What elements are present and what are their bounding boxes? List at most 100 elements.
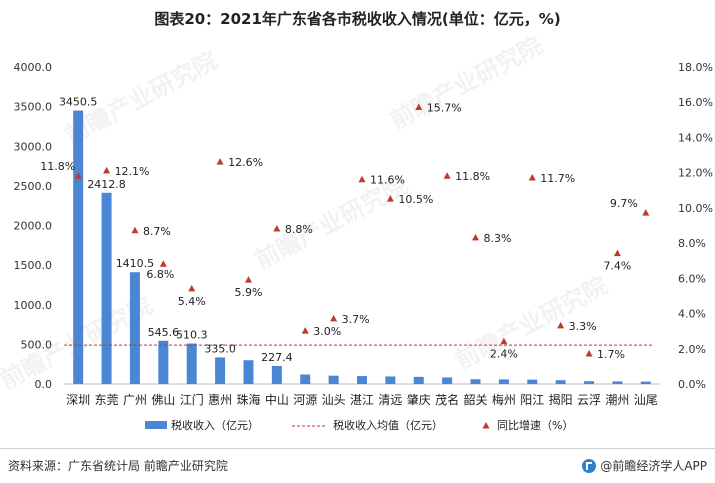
bar — [584, 381, 595, 384]
y-right-tick-label: 14.0% — [678, 131, 713, 144]
growth-value-label: 2.4% — [490, 348, 518, 361]
y-left-tick-label: 3500.0 — [14, 101, 53, 114]
bar — [328, 375, 339, 384]
y-left-tick-label: 3000.0 — [14, 140, 53, 153]
bar — [612, 381, 623, 384]
bar-value-label: 335.0 — [204, 342, 236, 355]
bar-value-label: 3450.5 — [59, 96, 98, 109]
growth-value-label: 8.8% — [285, 223, 313, 236]
category-label: 云浮 — [577, 393, 601, 407]
category-label: 东莞 — [95, 393, 119, 407]
y-right-tick-label: 12.0% — [678, 167, 713, 180]
bar — [442, 377, 453, 384]
legend-label: 税收收入均值（亿元） — [333, 418, 443, 432]
growth-value-label: 11.7% — [540, 172, 575, 185]
growth-value-label: 12.1% — [115, 165, 150, 178]
growth-marker — [159, 260, 167, 267]
category-label: 惠州 — [208, 393, 232, 407]
y-right-tick-label: 8.0% — [678, 237, 706, 250]
legend-swatch-bar — [145, 421, 167, 429]
growth-value-label: 5.4% — [178, 295, 206, 308]
y-right-tick-label: 6.0% — [678, 272, 706, 285]
brand-logo-icon — [582, 458, 597, 473]
category-label: 深圳 — [66, 393, 90, 407]
y-left-tick-label: 500.0 — [21, 338, 53, 351]
growth-marker — [642, 209, 650, 216]
y-right-tick-label: 16.0% — [678, 96, 713, 109]
growth-marker — [273, 225, 281, 232]
y-left-tick-label: 1500.0 — [14, 259, 53, 272]
category-label: 梅州 — [492, 392, 516, 407]
bar-value-label: 2412.8 — [87, 178, 126, 191]
y-right-tick-label: 2.0% — [678, 343, 706, 356]
bar — [243, 360, 254, 384]
bar — [640, 381, 651, 384]
growth-value-label: 9.7% — [610, 197, 638, 210]
growth-value-label: 3.7% — [342, 313, 370, 326]
y-right-tick-label: 10.0% — [678, 202, 713, 215]
growth-value-label: 3.0% — [313, 325, 341, 338]
growth-marker — [74, 172, 82, 179]
growth-marker — [443, 172, 451, 179]
y-left-tick-label: 2000.0 — [14, 220, 53, 233]
bar-value-label: 227.4 — [261, 351, 293, 364]
growth-marker — [216, 158, 224, 165]
footer: 资料来源：广东省统计局 前瞻产业研究院 @前瞻经济学人APP — [0, 448, 715, 483]
bar-value-label: 545.6 — [148, 326, 180, 339]
bar — [129, 272, 140, 384]
growth-marker — [330, 314, 338, 322]
bar — [186, 343, 197, 384]
y-left-tick-label: 1000.0 — [14, 299, 53, 312]
growth-marker — [415, 103, 423, 111]
bar — [158, 340, 169, 384]
growth-value-label: 1.7% — [597, 348, 625, 361]
growth-marker — [472, 233, 480, 241]
growth-marker — [103, 166, 111, 174]
brand-credit: @前瞻经济学人APP — [582, 457, 707, 474]
bar — [413, 376, 424, 384]
growth-value-label: 10.5% — [398, 193, 433, 206]
bar — [300, 374, 311, 384]
y-right-tick-label: 4.0% — [678, 308, 706, 321]
category-label: 佛山 — [151, 393, 175, 407]
growth-marker — [500, 337, 508, 345]
growth-marker — [386, 195, 394, 202]
category-label: 江门 — [180, 392, 204, 407]
category-label: 珠海 — [236, 392, 260, 407]
bar-value-label: 510.3 — [176, 329, 208, 342]
y-left-tick-label: 2500.0 — [14, 180, 53, 193]
category-label: 清远 — [378, 393, 402, 407]
category-label: 广州 — [123, 393, 147, 407]
growth-marker — [301, 327, 309, 334]
growth-value-label: 11.8% — [455, 170, 490, 183]
category-label: 中山 — [265, 392, 289, 407]
bar — [527, 379, 538, 384]
growth-value-label: 5.9% — [234, 286, 262, 299]
category-label: 汕头 — [322, 393, 346, 407]
growth-value-label: 8.3% — [484, 232, 512, 245]
growth-marker — [244, 276, 252, 283]
y-left-tick-label: 0.0 — [35, 378, 53, 391]
bar — [215, 357, 226, 384]
y-left-tick-label: 4000.0 — [14, 61, 53, 74]
growth-value-label: 15.7% — [427, 102, 462, 115]
category-label: 揭阳 — [549, 392, 573, 407]
y-right-tick-label: 18.0% — [678, 61, 713, 74]
category-label: 肇庆 — [407, 392, 431, 407]
bar — [498, 379, 509, 384]
bar — [101, 192, 112, 384]
growth-marker — [613, 249, 621, 257]
watermark-text: 前瞻产业研究院 — [386, 31, 547, 135]
bar — [555, 380, 566, 384]
bar — [73, 110, 84, 384]
growth-value-label: 11.6% — [370, 174, 405, 187]
source-note: 资料来源：广东省统计局 前瞻产业研究院 — [8, 459, 228, 473]
growth-value-label: 7.4% — [603, 260, 631, 273]
legend-swatch-marker — [482, 422, 490, 429]
category-label: 河源 — [293, 393, 317, 407]
growth-marker — [528, 173, 536, 181]
legend-label: 税收收入（亿元） — [171, 418, 259, 432]
chart-title: 图表20：2021年广东省各市税收收入情况(单位：亿元，%) — [154, 10, 561, 28]
category-label: 茂名 — [435, 392, 459, 407]
